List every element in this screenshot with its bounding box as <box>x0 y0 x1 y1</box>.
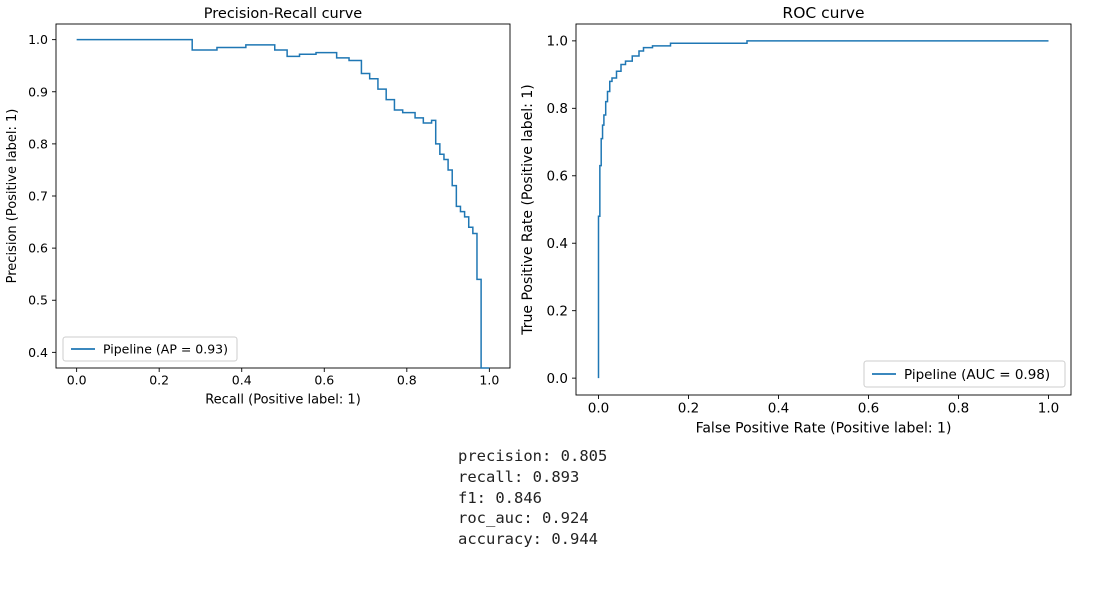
x-tick-label: 0.6 <box>858 401 879 417</box>
y-tick-label: 0.5 <box>28 293 48 308</box>
legend-label: Pipeline (AUC = 0.98) <box>904 367 1050 383</box>
precision-recall-chart: 0.0 0.2 0.4 0.6 0.8 1.0 0.4 0.5 0.6 0.7 0.8 0.9 1.0 P… <box>5 6 511 408</box>
legend: Pipeline (AP = 0.93) <box>62 336 238 362</box>
legend-label: Pipeline (AP = 0.93) <box>103 342 228 357</box>
y-tick-label: 0.0 <box>547 371 568 387</box>
y-tick-label: 0.7 <box>28 189 48 204</box>
y-tick-label: 1.0 <box>547 34 568 50</box>
x-tick-label: 0.6 <box>314 373 334 388</box>
y-tick-label: 0.4 <box>547 236 568 252</box>
x-tick-label: 0.2 <box>678 401 699 417</box>
x-tick-label: 0.0 <box>67 373 87 388</box>
y-tick-label: 0.2 <box>547 304 568 320</box>
metric-line: precision: 0.805 <box>458 447 608 465</box>
x-tick-label: 0.8 <box>948 401 969 417</box>
y-tick-label: 0.9 <box>28 84 48 99</box>
metric-line: roc_auc: 0.924 <box>458 509 589 528</box>
x-tick-label: 1.0 <box>1038 401 1059 417</box>
chart-title: Precision-Recall curve <box>204 6 363 22</box>
y-tick-label: 0.6 <box>547 169 568 185</box>
metric-line: f1: 0.846 <box>458 488 542 507</box>
x-tick-label: 0.4 <box>232 373 252 388</box>
plot-frame <box>575 23 1072 396</box>
y-tick-label: 0.8 <box>28 136 48 151</box>
legend-box <box>62 336 238 362</box>
x-tick-label: 1.0 <box>479 373 499 388</box>
y-tick-label: 0.8 <box>547 101 568 117</box>
legend-box <box>863 360 1066 388</box>
chart-title: ROC curve <box>782 4 864 22</box>
x-tick-label: 0.2 <box>149 373 169 388</box>
x-tick-label: 0.4 <box>768 401 789 417</box>
metrics-output: precision: 0.805 recall: 0.893 f1: 0.846… <box>458 446 607 550</box>
y-axis-label: True Positive Rate (Positive label: 1) <box>520 84 536 335</box>
x-tick-label: 0.8 <box>397 373 417 388</box>
x-tick-label: 0.0 <box>588 401 609 417</box>
x-axis-label: Recall (Positive label: 1) <box>205 393 361 408</box>
metric-line: accuracy: 0.944 <box>458 530 598 549</box>
y-tick-label: 0.6 <box>28 241 48 256</box>
legend: Pipeline (AUC = 0.98) <box>863 360 1066 388</box>
series-line <box>76 38 490 369</box>
y-axis-label: Precision (Positive label: 1) <box>5 109 20 284</box>
y-tick-label: 1.0 <box>28 32 48 47</box>
x-axis-label: False Positive Rate (Positive label: 1) <box>696 421 952 437</box>
y-tick-label: 0.4 <box>28 345 48 360</box>
metric-line: recall: 0.893 <box>458 467 580 486</box>
plot-frame <box>55 23 511 369</box>
roc-chart: 0.0 0.2 0.4 0.6 0.8 1.0 0.0 0.2 0.4 0.6 0.8 1.0 ROC … <box>520 4 1072 437</box>
series-line <box>597 40 1049 379</box>
